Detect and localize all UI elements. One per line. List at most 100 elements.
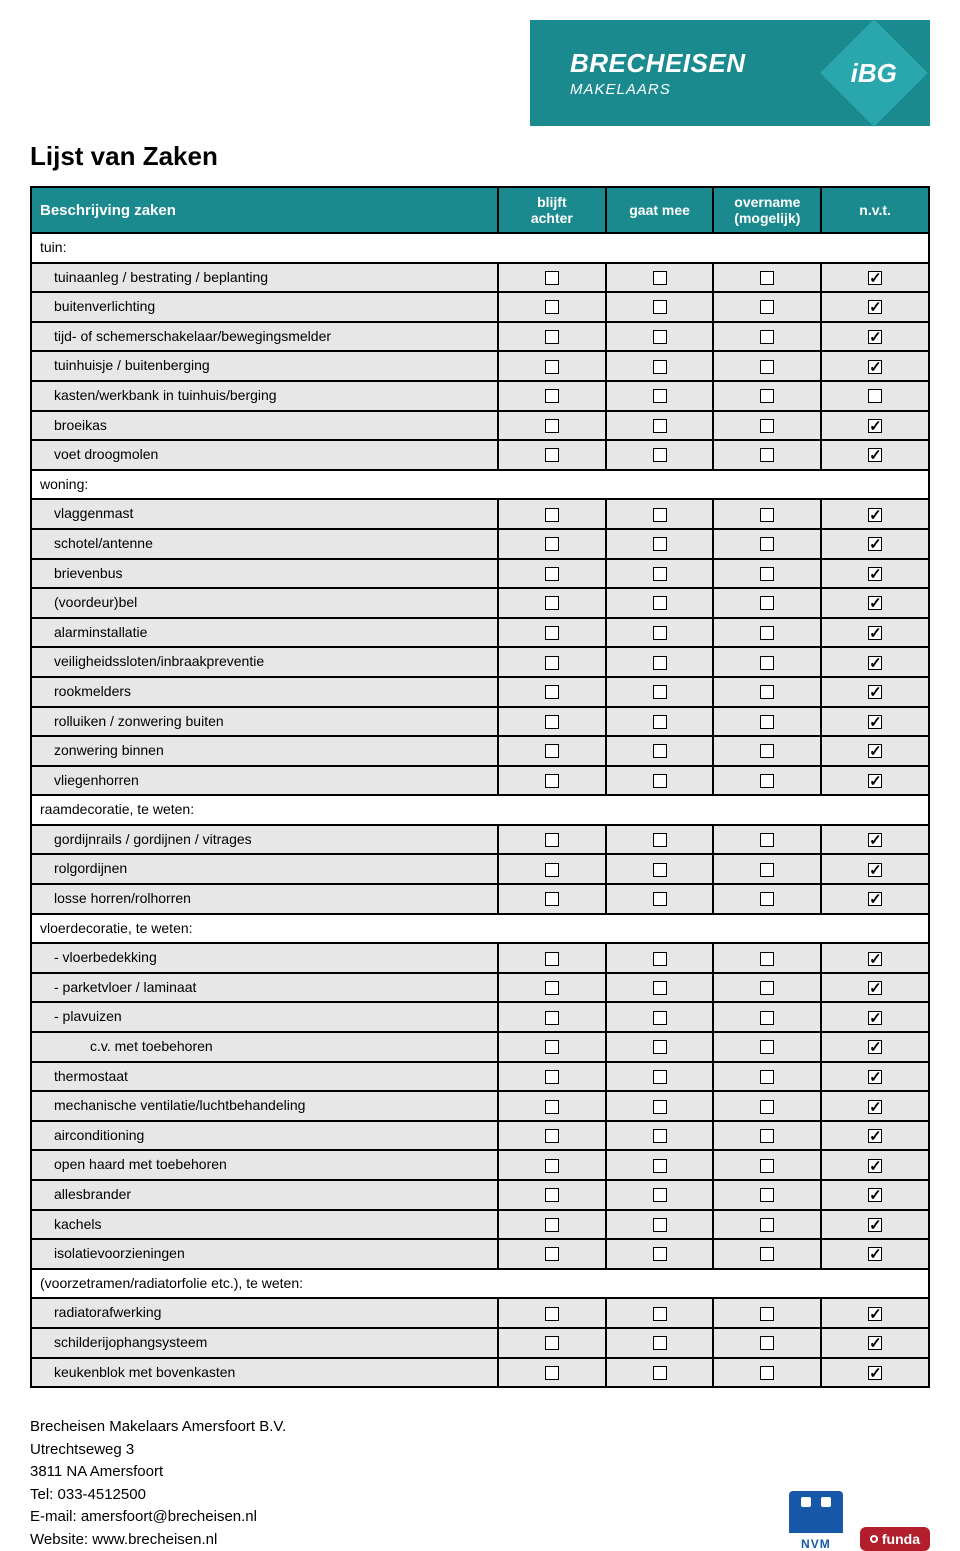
checkbox-checked-icon[interactable] [868, 271, 882, 285]
checkbox-empty-icon[interactable] [545, 952, 559, 966]
checkbox-cell[interactable] [821, 943, 929, 973]
checkbox-empty-icon[interactable] [653, 448, 667, 462]
checkbox-cell[interactable] [713, 351, 821, 381]
checkbox-empty-icon[interactable] [545, 389, 559, 403]
checkbox-cell[interactable] [821, 559, 929, 589]
checkbox-empty-icon[interactable] [760, 1307, 774, 1321]
checkbox-checked-icon[interactable] [868, 537, 882, 551]
checkbox-checked-icon[interactable] [868, 715, 882, 729]
checkbox-cell[interactable] [606, 1358, 714, 1388]
checkbox-empty-icon[interactable] [545, 744, 559, 758]
checkbox-empty-icon[interactable] [545, 448, 559, 462]
checkbox-cell[interactable] [821, 1328, 929, 1358]
checkbox-empty-icon[interactable] [545, 1159, 559, 1173]
checkbox-empty-icon[interactable] [653, 1188, 667, 1202]
checkbox-cell[interactable] [606, 854, 714, 884]
checkbox-empty-icon[interactable] [545, 1040, 559, 1054]
checkbox-empty-icon[interactable] [653, 656, 667, 670]
checkbox-cell[interactable] [821, 381, 929, 411]
checkbox-empty-icon[interactable] [545, 508, 559, 522]
checkbox-cell[interactable] [498, 618, 606, 648]
checkbox-cell[interactable] [498, 1150, 606, 1180]
checkbox-checked-icon[interactable] [868, 1070, 882, 1084]
checkbox-cell[interactable] [498, 1002, 606, 1032]
checkbox-empty-icon[interactable] [653, 952, 667, 966]
checkbox-empty-icon[interactable] [545, 1011, 559, 1025]
checkbox-cell[interactable] [606, 1180, 714, 1210]
checkbox-empty-icon[interactable] [653, 744, 667, 758]
checkbox-cell[interactable] [498, 1328, 606, 1358]
checkbox-empty-icon[interactable] [653, 685, 667, 699]
checkbox-cell[interactable] [821, 766, 929, 796]
checkbox-cell[interactable] [821, 588, 929, 618]
checkbox-cell[interactable] [498, 1298, 606, 1328]
checkbox-empty-icon[interactable] [760, 952, 774, 966]
checkbox-empty-icon[interactable] [760, 300, 774, 314]
checkbox-cell[interactable] [606, 1002, 714, 1032]
checkbox-empty-icon[interactable] [760, 419, 774, 433]
checkbox-cell[interactable] [713, 559, 821, 589]
checkbox-empty-icon[interactable] [653, 330, 667, 344]
checkbox-cell[interactable] [498, 825, 606, 855]
checkbox-empty-icon[interactable] [760, 685, 774, 699]
checkbox-empty-icon[interactable] [653, 1218, 667, 1232]
checkbox-cell[interactable] [606, 677, 714, 707]
checkbox-empty-icon[interactable] [545, 892, 559, 906]
checkbox-cell[interactable] [713, 440, 821, 470]
checkbox-checked-icon[interactable] [868, 360, 882, 374]
checkbox-cell[interactable] [498, 381, 606, 411]
checkbox-empty-icon[interactable] [545, 567, 559, 581]
checkbox-cell[interactable] [713, 529, 821, 559]
checkbox-cell[interactable] [821, 351, 929, 381]
checkbox-empty-icon[interactable] [760, 448, 774, 462]
checkbox-checked-icon[interactable] [868, 1159, 882, 1173]
checkbox-checked-icon[interactable] [868, 1247, 882, 1261]
checkbox-cell[interactable] [606, 1121, 714, 1151]
checkbox-empty-icon[interactable] [653, 1070, 667, 1084]
checkbox-cell[interactable] [498, 1180, 606, 1210]
checkbox-cell[interactable] [498, 440, 606, 470]
checkbox-cell[interactable] [606, 292, 714, 322]
checkbox-cell[interactable] [821, 1062, 929, 1092]
checkbox-checked-icon[interactable] [868, 952, 882, 966]
checkbox-empty-icon[interactable] [545, 774, 559, 788]
checkbox-cell[interactable] [713, 263, 821, 293]
checkbox-checked-icon[interactable] [868, 656, 882, 670]
checkbox-empty-icon[interactable] [760, 1336, 774, 1350]
checkbox-cell[interactable] [606, 351, 714, 381]
checkbox-empty-icon[interactable] [545, 419, 559, 433]
checkbox-cell[interactable] [498, 1032, 606, 1062]
checkbox-empty-icon[interactable] [545, 863, 559, 877]
checkbox-empty-icon[interactable] [653, 892, 667, 906]
checkbox-empty-icon[interactable] [545, 1070, 559, 1084]
checkbox-empty-icon[interactable] [760, 1247, 774, 1261]
checkbox-empty-icon[interactable] [545, 833, 559, 847]
checkbox-checked-icon[interactable] [868, 1011, 882, 1025]
checkbox-cell[interactable] [606, 736, 714, 766]
checkbox-checked-icon[interactable] [868, 892, 882, 906]
checkbox-cell[interactable] [821, 322, 929, 352]
checkbox-cell[interactable] [713, 1121, 821, 1151]
checkbox-empty-icon[interactable] [760, 360, 774, 374]
checkbox-cell[interactable] [498, 292, 606, 322]
checkbox-checked-icon[interactable] [868, 774, 882, 788]
checkbox-checked-icon[interactable] [868, 508, 882, 522]
checkbox-cell[interactable] [713, 1239, 821, 1269]
checkbox-empty-icon[interactable] [760, 508, 774, 522]
checkbox-empty-icon[interactable] [545, 330, 559, 344]
checkbox-empty-icon[interactable] [545, 656, 559, 670]
checkbox-empty-icon[interactable] [760, 774, 774, 788]
checkbox-cell[interactable] [606, 1239, 714, 1269]
checkbox-cell[interactable] [713, 736, 821, 766]
checkbox-checked-icon[interactable] [868, 1100, 882, 1114]
checkbox-empty-icon[interactable] [653, 508, 667, 522]
checkbox-empty-icon[interactable] [545, 1129, 559, 1143]
checkbox-cell[interactable] [606, 588, 714, 618]
checkbox-cell[interactable] [498, 647, 606, 677]
checkbox-cell[interactable] [821, 1210, 929, 1240]
checkbox-empty-icon[interactable] [760, 537, 774, 551]
checkbox-empty-icon[interactable] [653, 1129, 667, 1143]
checkbox-empty-icon[interactable] [653, 626, 667, 640]
checkbox-cell[interactable] [821, 1091, 929, 1121]
checkbox-empty-icon[interactable] [653, 715, 667, 729]
